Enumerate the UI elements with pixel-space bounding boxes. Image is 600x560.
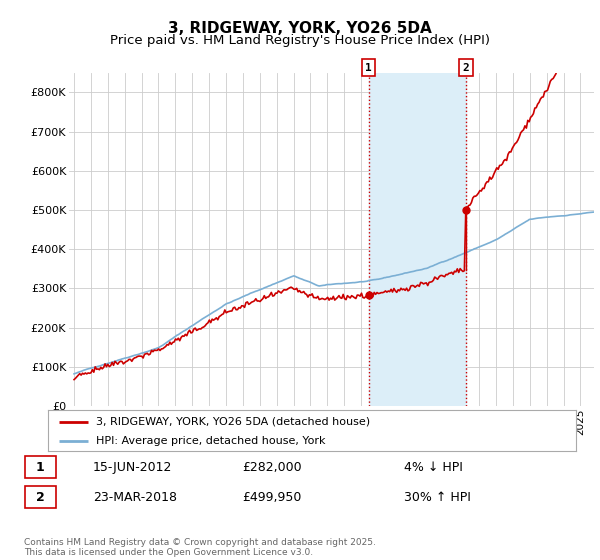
Text: £499,950: £499,950 bbox=[242, 491, 302, 504]
Bar bbox=[368, 73, 466, 406]
Text: 3, RIDGEWAY, YORK, YO26 5DA (detached house): 3, RIDGEWAY, YORK, YO26 5DA (detached ho… bbox=[95, 417, 370, 427]
Text: £282,000: £282,000 bbox=[242, 460, 302, 474]
Text: 2: 2 bbox=[463, 63, 469, 73]
Text: 4% ↓ HPI: 4% ↓ HPI bbox=[404, 460, 463, 474]
Text: 1: 1 bbox=[365, 63, 372, 73]
FancyBboxPatch shape bbox=[25, 456, 56, 478]
Text: 2: 2 bbox=[36, 491, 44, 504]
Text: HPI: Average price, detached house, York: HPI: Average price, detached house, York bbox=[95, 436, 325, 446]
Text: 30% ↑ HPI: 30% ↑ HPI bbox=[404, 491, 470, 504]
Text: 15-JUN-2012: 15-JUN-2012 bbox=[92, 460, 172, 474]
Text: Contains HM Land Registry data © Crown copyright and database right 2025.
This d: Contains HM Land Registry data © Crown c… bbox=[24, 538, 376, 557]
Text: 1: 1 bbox=[36, 460, 44, 474]
Text: 23-MAR-2018: 23-MAR-2018 bbox=[92, 491, 176, 504]
Text: Price paid vs. HM Land Registry's House Price Index (HPI): Price paid vs. HM Land Registry's House … bbox=[110, 34, 490, 46]
Text: 3, RIDGEWAY, YORK, YO26 5DA: 3, RIDGEWAY, YORK, YO26 5DA bbox=[168, 21, 432, 36]
FancyBboxPatch shape bbox=[25, 486, 56, 508]
